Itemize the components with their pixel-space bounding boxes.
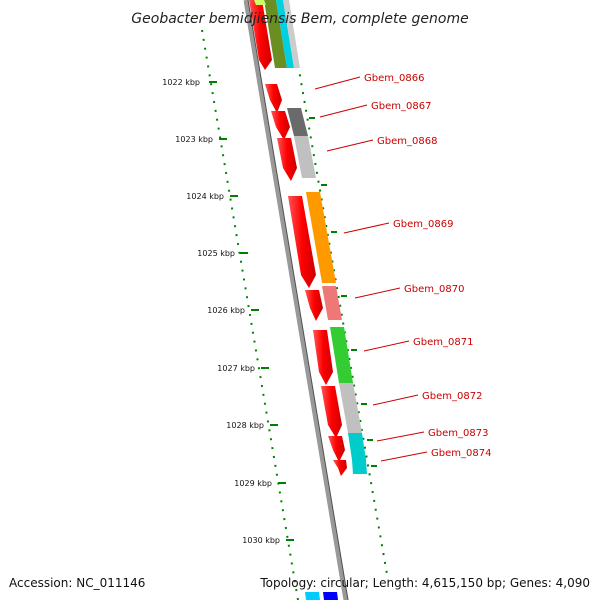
category-block-bottom-blue bbox=[323, 592, 338, 600]
genome-backbone-shadow bbox=[247, 0, 349, 600]
gene-label-gbem-0871: Gbem_0871 bbox=[413, 337, 473, 348]
category-block-0874 bbox=[352, 460, 367, 474]
scale-label: 1026 kbp bbox=[207, 306, 245, 315]
label-connector-line bbox=[380, 451, 428, 462]
label-connector-line bbox=[363, 340, 410, 352]
scale-label: 1027 kbp bbox=[217, 364, 255, 373]
cds-arrow-top bbox=[249, 0, 272, 70]
cds-arrow-0873 bbox=[328, 436, 345, 462]
category-block-0868 bbox=[294, 136, 316, 178]
scale-track-left bbox=[201, 29, 299, 600]
category-block-0867 bbox=[287, 108, 308, 136]
cds-arrow-0868 bbox=[277, 138, 297, 181]
cds-arrow-0869 bbox=[288, 196, 316, 288]
category-block-0873 bbox=[348, 433, 366, 460]
scale-label: 1022 kbp bbox=[162, 78, 200, 87]
scale-label: 1025 kbp bbox=[197, 249, 235, 258]
category-block-0869 bbox=[306, 192, 336, 283]
gene-label-connectors bbox=[314, 76, 428, 462]
category-block-bottom-cyan bbox=[305, 592, 320, 600]
cds-arrow-0872 bbox=[321, 386, 342, 438]
label-connector-line bbox=[314, 76, 361, 90]
scale-label: 1030 kbp bbox=[242, 536, 280, 545]
cds-arrow-0867 bbox=[271, 111, 290, 140]
gene-label-gbem-0867: Gbem_0867 bbox=[371, 101, 431, 112]
gene-label-gbem-0866: Gbem_0866 bbox=[364, 73, 424, 84]
gene-label-gbem-0870: Gbem_0870 bbox=[404, 284, 464, 295]
scale-label: 1023 kbp bbox=[175, 135, 213, 144]
label-connector-line bbox=[376, 431, 425, 442]
gene-label-gbem-0874: Gbem_0874 bbox=[431, 448, 491, 459]
topology-text: Topology: circular; Length: 4,615,150 bp… bbox=[259, 576, 590, 590]
scale-label: 1029 kbp bbox=[234, 479, 272, 488]
gene-label-gbem-0872: Gbem_0872 bbox=[422, 391, 482, 402]
map-title: Geobacter bemidjiensis Bem, complete gen… bbox=[131, 11, 468, 27]
category-block-top-olive bbox=[264, 0, 287, 68]
scale-label: 1024 kbp bbox=[186, 192, 224, 201]
genome-backbone bbox=[243, 0, 349, 600]
gene-label-gbem-0869: Gbem_0869 bbox=[393, 219, 453, 230]
cds-arrow-0874 bbox=[333, 460, 347, 476]
category-block-top-light bbox=[254, 0, 266, 5]
category-block-0872 bbox=[339, 383, 362, 433]
gene-label-gbem-0868: Gbem_0868 bbox=[377, 136, 437, 147]
label-connector-line bbox=[343, 222, 390, 234]
label-connector-line bbox=[372, 394, 419, 406]
cds-arrow-0866 bbox=[265, 84, 282, 113]
label-connector-line bbox=[319, 104, 368, 118]
cds-arrow-0870 bbox=[305, 290, 323, 321]
label-connector-line bbox=[354, 287, 401, 299]
gene-label-gbem-0873: Gbem_0873 bbox=[428, 428, 488, 439]
scale-track-right bbox=[291, 29, 389, 581]
cds-arrow-0871 bbox=[313, 330, 333, 385]
category-block-0871 bbox=[330, 327, 353, 383]
scale-label: 1028 kbp bbox=[226, 421, 264, 430]
label-connector-line bbox=[326, 139, 374, 152]
accession-text: Accession: NC_011146 bbox=[9, 576, 145, 590]
category-block-top-cyan bbox=[276, 0, 294, 68]
category-block-0870 bbox=[322, 286, 342, 320]
scale-ticks bbox=[209, 81, 377, 541]
category-block-top-grey bbox=[283, 0, 300, 68]
